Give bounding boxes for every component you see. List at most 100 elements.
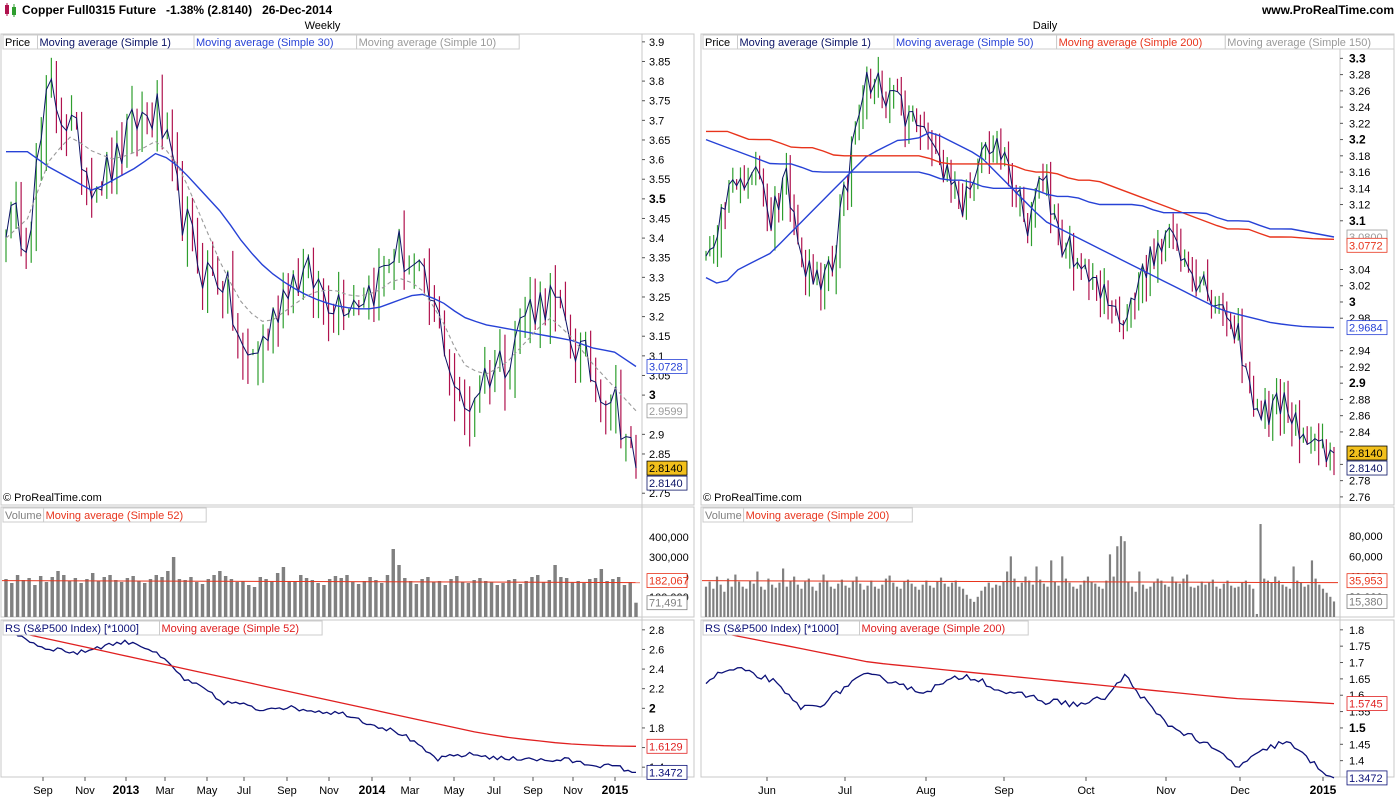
volume-bar bbox=[564, 578, 569, 617]
rs-tick-label: 2.6 bbox=[649, 644, 664, 656]
x-tick-label: Jul bbox=[237, 785, 251, 797]
price-legend-item: Moving average (Simple 1) bbox=[740, 37, 871, 49]
volume-bar bbox=[1127, 581, 1130, 617]
x-tick-label: 2015 bbox=[1310, 783, 1337, 797]
volume-bar bbox=[431, 582, 436, 617]
volume-bar bbox=[484, 581, 488, 617]
volume-bar bbox=[910, 583, 913, 617]
volume-bar bbox=[322, 585, 326, 617]
volume-bar bbox=[1149, 586, 1152, 617]
volume-bar bbox=[1237, 586, 1240, 617]
volume-bar bbox=[460, 582, 465, 617]
volume-bar bbox=[1248, 584, 1251, 617]
volume-bar bbox=[995, 584, 998, 617]
volume-bar bbox=[715, 576, 719, 617]
volume-bar bbox=[385, 575, 390, 617]
volume-bar bbox=[4, 579, 8, 617]
volume-bar bbox=[391, 549, 395, 617]
volume-bar bbox=[114, 580, 118, 617]
x-tick-label: 2013 bbox=[113, 783, 140, 797]
volume-tick-label: 80,000 bbox=[1349, 531, 1383, 543]
volume-bar bbox=[1230, 585, 1233, 617]
volume-bar bbox=[822, 574, 825, 617]
instrument-title: Copper Full0315 Future -1.38% (2.8140) 2… bbox=[22, 3, 333, 17]
volume-bar bbox=[524, 581, 528, 617]
price-tick-label: 2.76 bbox=[1349, 492, 1370, 504]
price-legend-item: Moving average (Simple 50) bbox=[896, 37, 1034, 49]
price-badge-box bbox=[646, 359, 688, 374]
volume-bar bbox=[108, 575, 112, 617]
volume-bar bbox=[1318, 584, 1321, 617]
volume-bar bbox=[345, 575, 349, 617]
volume-bar bbox=[408, 581, 413, 617]
volume-bar bbox=[142, 583, 147, 617]
volume-bar bbox=[79, 583, 83, 617]
volume-legend-item: Moving average (Simple 52) bbox=[46, 510, 184, 522]
volume-bar bbox=[403, 578, 407, 617]
volume-bar bbox=[541, 582, 546, 617]
volume-bar bbox=[932, 587, 935, 617]
volume-bar bbox=[44, 582, 49, 617]
site-link[interactable]: www.ProRealTime.com bbox=[1261, 3, 1394, 17]
x-tick-label: Sep bbox=[33, 785, 53, 797]
volume-bar bbox=[177, 579, 182, 617]
price-badge-box bbox=[646, 460, 688, 476]
chart-canvas[interactable]: 3.9 3.85 3.8 3.75 3.7 3.65 3.6 3.55 3.5 3.45 3.4 3.… bbox=[0, 20, 1400, 800]
volume-bar bbox=[449, 579, 453, 617]
volume-bar bbox=[1299, 582, 1303, 617]
volume-bar bbox=[339, 578, 343, 617]
rs-tick-label: 1.5 bbox=[1349, 721, 1366, 735]
volume-bar bbox=[741, 586, 744, 617]
volume-bar bbox=[1090, 581, 1093, 617]
volume-bar bbox=[443, 585, 447, 617]
volume-bar bbox=[1215, 586, 1218, 617]
weekly-rs-line-1 bbox=[5, 629, 637, 747]
volume-bar bbox=[1193, 587, 1196, 617]
volume-bar bbox=[1031, 584, 1034, 617]
price-tick-label: 3.14 bbox=[1349, 183, 1370, 195]
volume-bar bbox=[518, 584, 523, 617]
volume-bar bbox=[90, 573, 95, 617]
volume-bar bbox=[1105, 580, 1108, 617]
watermark: © ProRealTime.com bbox=[703, 492, 802, 504]
volume-tick-label: 60,000 bbox=[1349, 551, 1383, 563]
x-tick-label: Jul bbox=[487, 785, 501, 797]
volume-bar bbox=[472, 580, 476, 617]
volume-bar bbox=[1163, 584, 1167, 617]
volume-bar bbox=[304, 578, 309, 617]
volume-bar bbox=[73, 578, 78, 617]
volume-bar bbox=[559, 577, 563, 617]
volume-bar bbox=[1134, 591, 1137, 617]
volume-bar bbox=[1079, 584, 1082, 617]
volume-tick-label: 300,000 bbox=[649, 552, 689, 564]
x-tick-label: Nov bbox=[1156, 785, 1176, 797]
volume-bar bbox=[241, 581, 245, 617]
volume-tick-label: 400,000 bbox=[649, 532, 689, 544]
volume-bar bbox=[1028, 580, 1031, 617]
rs-badge-label: 1.5745 bbox=[1349, 699, 1383, 711]
volume-bar bbox=[723, 591, 726, 617]
volume-badge-label: 35,953 bbox=[1349, 576, 1383, 588]
volume-bar bbox=[420, 579, 424, 617]
daily-pane-frame bbox=[700, 33, 1395, 506]
volume-bar bbox=[877, 588, 880, 617]
weekly-panel-title: Weekly bbox=[304, 20, 341, 32]
daily-ma-line-3 bbox=[705, 138, 1335, 238]
volume-bar bbox=[1197, 585, 1200, 617]
volume-bar bbox=[1270, 582, 1273, 617]
volume-bar bbox=[356, 584, 361, 617]
volume-bar bbox=[1321, 588, 1325, 617]
volume-bar bbox=[840, 579, 843, 617]
price-tick-label: 3.22 bbox=[1349, 118, 1370, 130]
volume-bar bbox=[1009, 556, 1012, 617]
volume-bar bbox=[1006, 571, 1009, 617]
volume-bar bbox=[1174, 581, 1178, 617]
rs-badge-box bbox=[1346, 770, 1388, 786]
volume-bar bbox=[899, 588, 902, 617]
volume-bar bbox=[730, 586, 733, 617]
volume-bar bbox=[888, 575, 891, 617]
weekly-ma-line-2 bbox=[5, 136, 637, 412]
volume-bar bbox=[1097, 586, 1101, 617]
volume-bar bbox=[1108, 554, 1112, 617]
volume-bar bbox=[906, 579, 910, 617]
